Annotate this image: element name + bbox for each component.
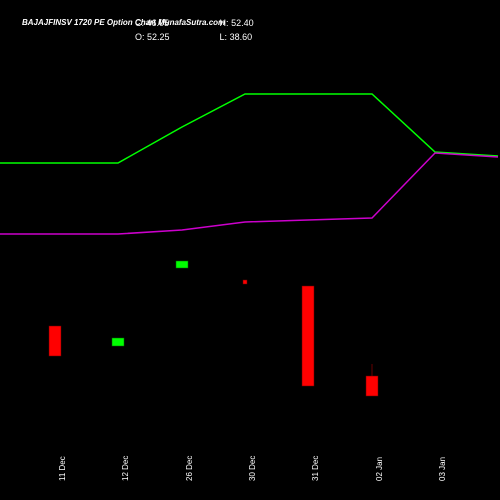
x-axis-label: 02 Jan [375, 457, 384, 481]
close-info: C: 46.05 [135, 16, 170, 30]
high-info: H: 52.40 [220, 16, 254, 30]
x-axis-label: 11 Dec [58, 456, 67, 481]
x-axis-label: 30 Dec [248, 456, 257, 481]
x-axis: 11 Dec 12 Dec 26 Dec 30 Dec 31 Dec 02 Jan 03 J… [0, 432, 500, 482]
x-axis-label: 26 Dec [185, 456, 194, 481]
candle-body [49, 326, 61, 356]
candle-body [302, 286, 314, 386]
chart-svg [0, 36, 500, 436]
x-axis-label: 03 Jan [438, 457, 447, 481]
x-axis-label: 12 Dec [121, 456, 130, 481]
candle-body [112, 338, 124, 346]
candle-body [366, 376, 378, 396]
upper-band-line [0, 94, 498, 163]
lower-band-line [0, 153, 498, 234]
candle-body [176, 261, 188, 268]
x-axis-label: 31 Dec [311, 456, 320, 481]
chart-area [0, 36, 500, 436]
candle-body [243, 280, 247, 284]
